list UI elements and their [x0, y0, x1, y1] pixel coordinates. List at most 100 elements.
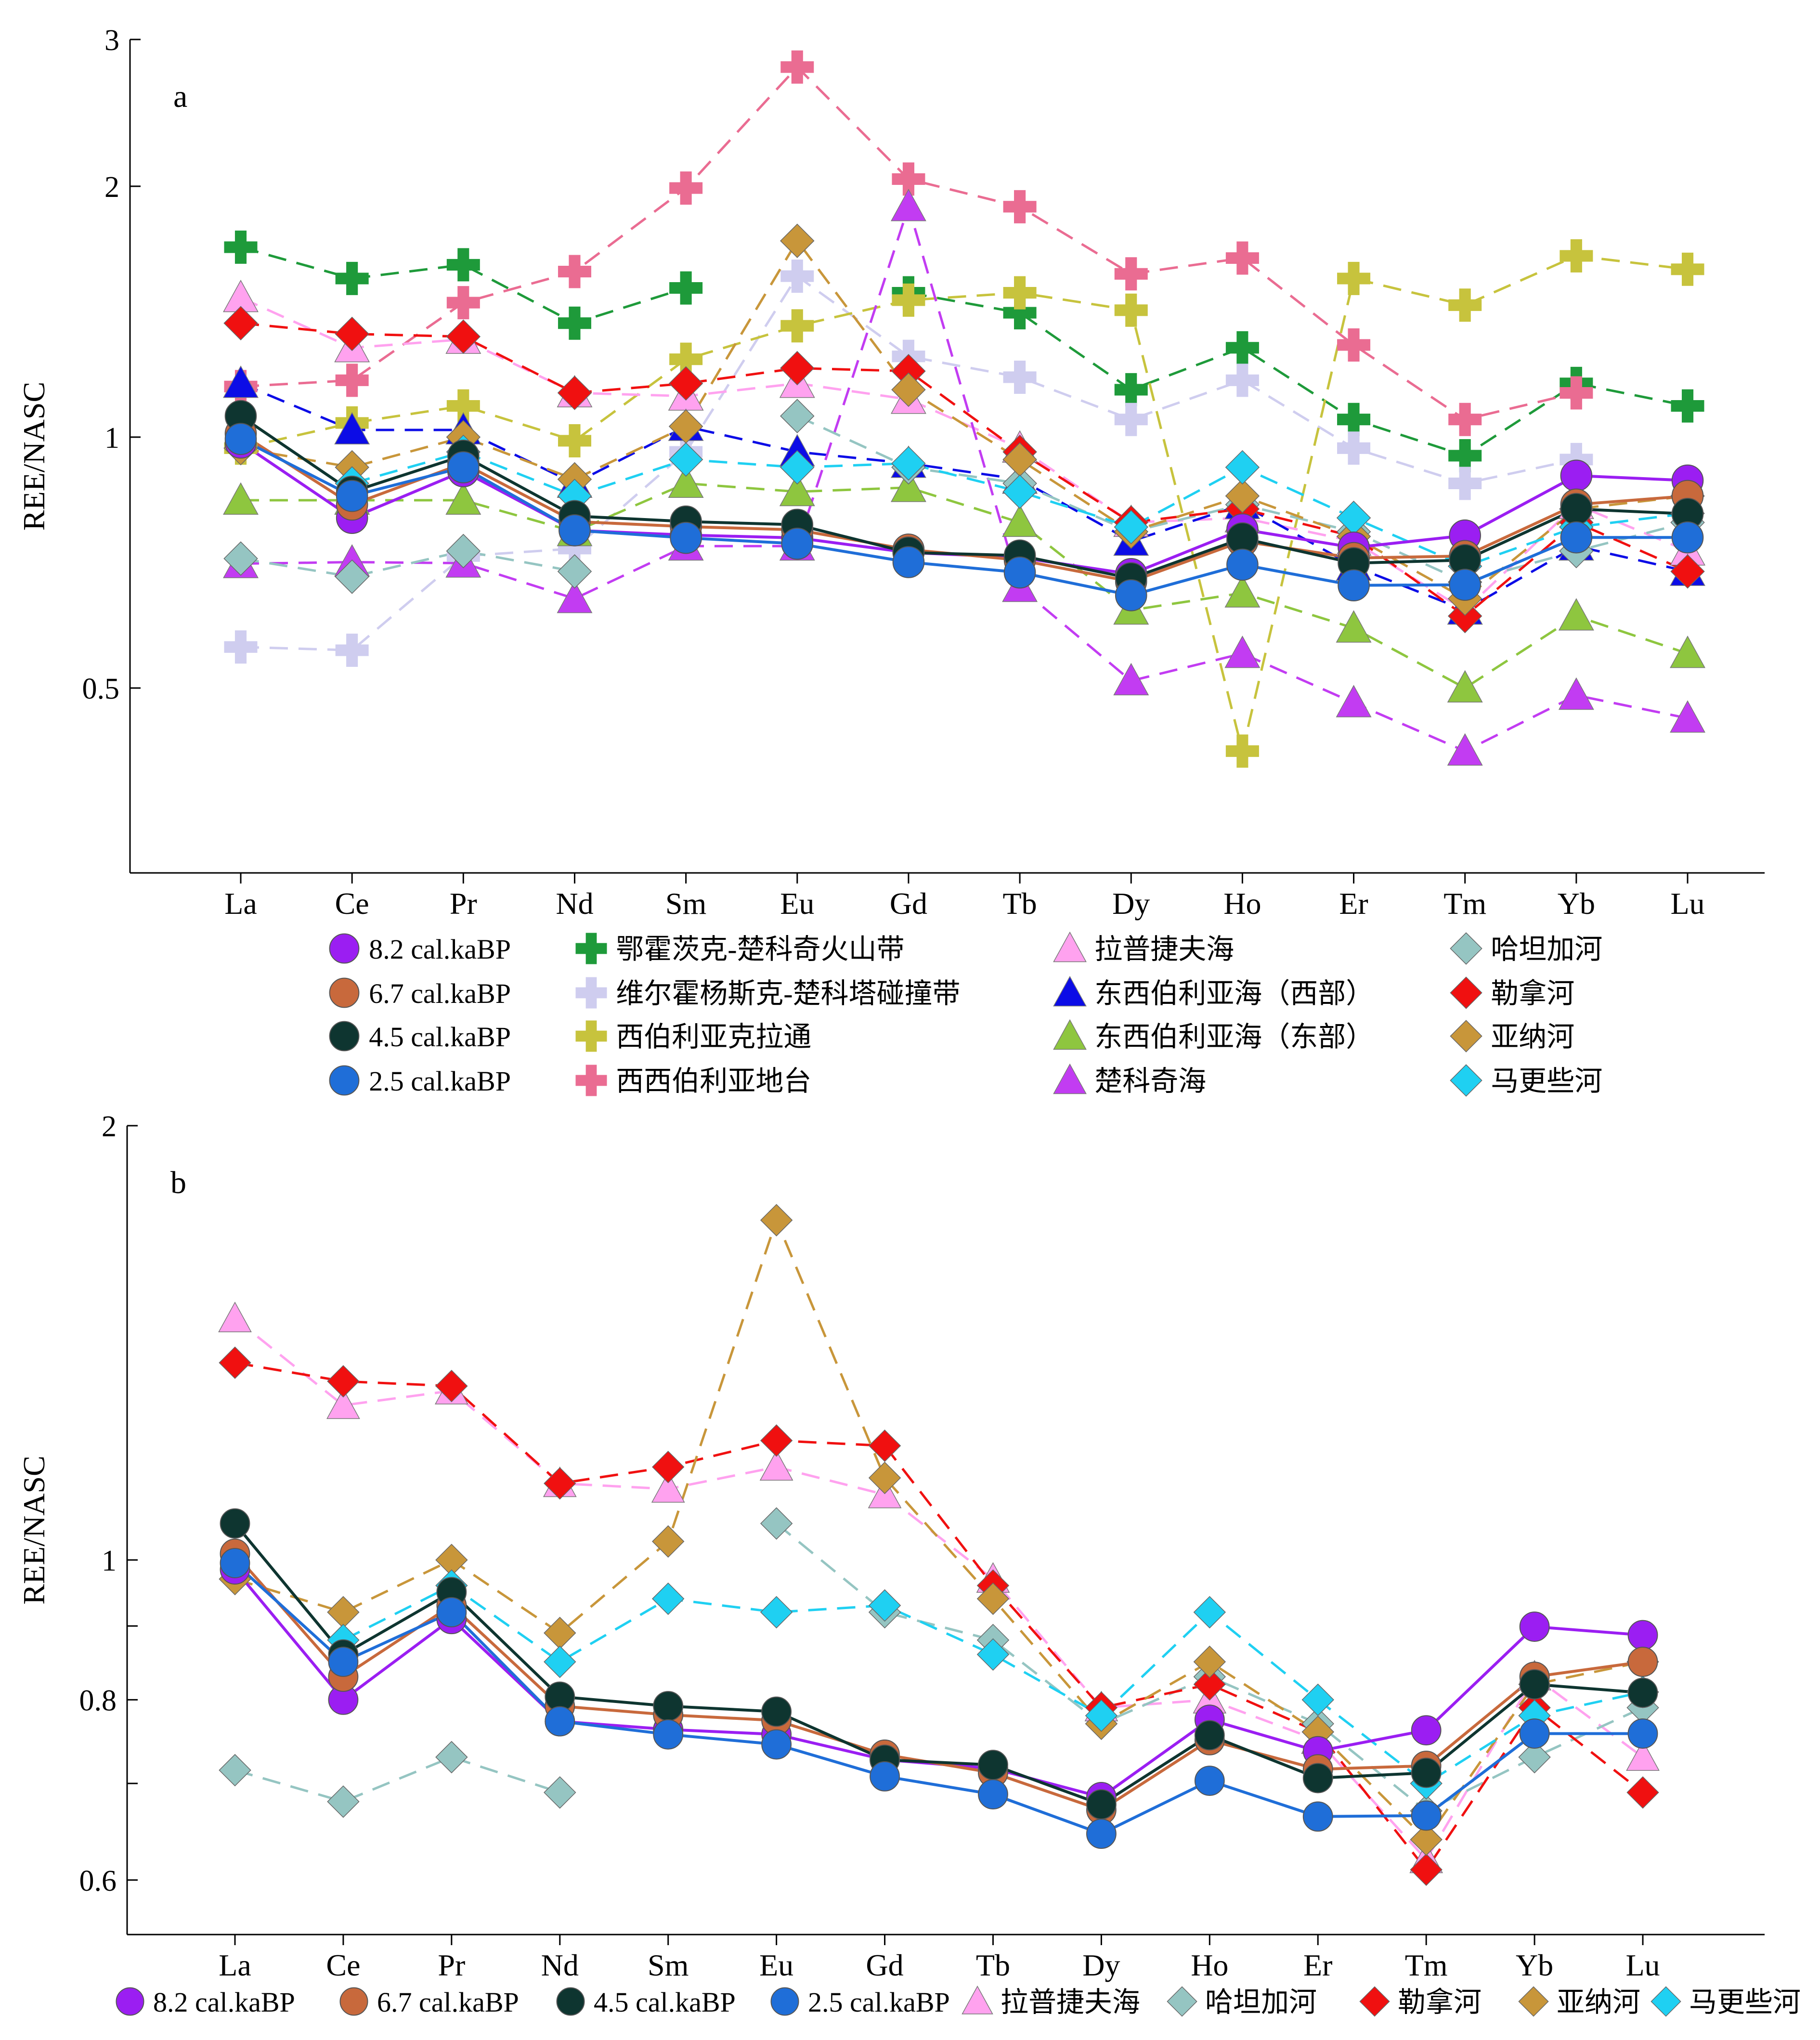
panel-a-point-西西伯利亚地台-pr: [446, 286, 480, 320]
panel-a-point-哈坦加河-nd: [557, 554, 592, 589]
panel-b-x-tick-label-la: La: [219, 1948, 251, 1982]
panel-b-series-4-5-cal-kabp: [234, 1522, 1643, 1806]
panel-a-series-line-鄂霍茨克-楚科奇火山带: [908, 291, 1688, 457]
legend-a-西伯利亚克拉通-label: 西伯利亚克拉通: [616, 1021, 811, 1052]
panel-b-markers-拉普捷夫海: [218, 1301, 1660, 1873]
legend-a-哈坦加河-swatch: [1450, 932, 1482, 965]
legend-a-维尔霍杨斯克-楚科塔碰撞带-swatch: [575, 977, 607, 1009]
panel-b-point-哈坦加河-pr: [435, 1741, 468, 1774]
panel-b-point-亚纳河-ce: [327, 1596, 360, 1629]
panel-a-point-2-5-cal-kabp-nd: [559, 514, 591, 546]
panel-a-point-2-5-cal-kabp-sm: [670, 521, 702, 554]
panel-a-x-tick-label-la: La: [224, 886, 257, 921]
panel-a-point-鄂霍茨克-楚科奇火山带-sm: [669, 271, 703, 305]
panel-b-point-勒拿河-ho: [1193, 1668, 1226, 1701]
panel-b-point-2-5-cal-kabp-tm: [1411, 1800, 1442, 1831]
panel-b-point-勒拿河-eu: [760, 1424, 793, 1457]
legend-b-2-5-cal-kabp-swatch: [770, 1987, 799, 2016]
panel-a-point-西西伯利亚地台-eu: [780, 50, 814, 84]
panel-a-series-楚科奇海: [240, 202, 1688, 753]
legend-a-西西伯利亚地台-label: 西西伯利亚地台: [616, 1065, 811, 1097]
panel-a-markers-东西伯利亚海-东部: [223, 465, 1705, 703]
panel-a-series-line-东西伯利亚海-西部: [240, 382, 1688, 612]
panel-a-point-亚纳河-gd: [891, 372, 926, 407]
panel-a-y-tick-label: 1: [104, 422, 119, 455]
panel-b-series-line-哈坦加河: [234, 1755, 560, 1803]
legend-a-东西伯利亚海-西部-swatch: [1053, 975, 1087, 1007]
panel-a-point-西西伯利亚地台-gd: [892, 162, 925, 196]
legend-b-马更些河-swatch: [1651, 1986, 1681, 2017]
panel-a-y-axis-label: REE/NASC: [17, 382, 51, 531]
panel-b-x-tick-label-tb: Tb: [976, 1948, 1010, 1982]
panel-a-y-tick-label: 0.5: [82, 673, 120, 705]
panel-b-series-亚纳河: [234, 1217, 1643, 1842]
panel-a-point-鄂霍茨克-楚科奇火山带-la: [224, 230, 258, 264]
panel-b-panel-label: b: [170, 1165, 186, 1200]
legend-b-8-2-cal-kabp-swatch: [116, 1987, 144, 2016]
panel-a-x-tick-label-nd: Nd: [556, 886, 593, 921]
panel-a-point-勒拿河-tm: [1447, 598, 1482, 634]
panel-a-point-2-5-cal-kabp-eu: [781, 527, 814, 560]
panel-b-point-4-5-cal-kabp-er: [1302, 1763, 1333, 1793]
panel-a-point-哈坦加河-eu: [780, 399, 815, 433]
panel-a-point-西伯利亚克拉通-lu: [1671, 252, 1704, 286]
panel-b-point-勒拿河-tm: [1410, 1853, 1443, 1886]
panel-a-point-东西伯利亚海-东部-la: [223, 482, 259, 515]
panel-a-point-西西伯利亚地台-ce: [335, 364, 369, 397]
panel-a-x-tick-label-er: Er: [1339, 886, 1368, 921]
panel-a-point-鄂霍茨克-楚科奇火山带-er: [1337, 403, 1371, 436]
legend-b-8-2-cal-kabp-label: 8.2 cal.kaBP: [153, 1987, 295, 2018]
panel-a-point-2-5-cal-kabp-yb: [1560, 521, 1593, 554]
panel-a-point-东西伯利亚海-东部-pr: [445, 482, 481, 515]
panel-b-point-亚纳河-nd: [544, 1616, 576, 1650]
panel-b-point-2-5-cal-kabp-nd: [545, 1706, 575, 1737]
panel-b-series-line-4-5-cal-kabp: [234, 1522, 1643, 1806]
panel-a-x-tick-label-yb: Yb: [1558, 886, 1595, 921]
panel-a-point-楚科奇海-tm: [1447, 733, 1483, 766]
panel-b-x-tick-label-pr: Pr: [438, 1948, 465, 1982]
panel-a-point-维尔霍杨斯克-楚科塔碰撞带-ho: [1225, 364, 1259, 397]
legend-a-鄂霍茨克-楚科奇火山带-swatch: [575, 933, 607, 964]
panel-a-series-4-5-cal-kabp: [240, 415, 1688, 580]
panel-b-point-4-5-cal-kabp-la: [220, 1508, 250, 1539]
panel-b-x-tick-label-nd: Nd: [541, 1948, 579, 1982]
panel-a-point-楚科奇海-er: [1336, 685, 1372, 717]
legend-b-勒拿河-swatch: [1359, 1986, 1390, 2017]
panel-b-point-勒拿河-sm: [651, 1451, 685, 1483]
panel-a-series-line-东西伯利亚海-东部: [241, 482, 1688, 689]
panel-a-point-2-5-cal-kabp-ho: [1226, 548, 1259, 581]
legend-a-2-5-cal-kabp-label: 2.5 cal.kaBP: [369, 1065, 511, 1097]
panel-a-point-勒拿河-nd: [557, 376, 592, 410]
panel-a-x-tick-label-ho: Ho: [1223, 886, 1261, 921]
panel-a-point-东西伯利亚海-东部-tb: [1002, 504, 1038, 537]
panel-b-point-2-5-cal-kabp-ce: [328, 1647, 359, 1677]
panel-a-point-东西伯利亚海-东部-gd: [890, 469, 926, 502]
panel-a-point-楚科奇海-ho: [1224, 636, 1261, 668]
panel-a-point-西伯利亚克拉通-ho: [1225, 734, 1259, 768]
panel-b-series-line-2-5-cal-kabp: [234, 1562, 1643, 1835]
panel-a-point-鄂霍茨克-楚科奇火山带-nd: [558, 306, 591, 340]
panel-b-point-拉普捷夫海-ce: [326, 1388, 360, 1419]
panel-a-point-2-5-cal-kabp-tb: [1003, 556, 1036, 589]
panel-a-point-维尔霍杨斯克-楚科塔碰撞带-dy: [1114, 403, 1148, 436]
panel-a-series-line-2-5-cal-kabp: [240, 437, 1688, 597]
panel-a-point-亚纳河-ho: [1225, 479, 1260, 513]
panel-b-point-哈坦加河-yb: [1518, 1741, 1551, 1774]
panel-a-markers-西伯利亚克拉通: [224, 239, 1704, 768]
panel-b-point-4-5-cal-kabp-dy: [1086, 1789, 1117, 1820]
panel-a-series-西伯利亚克拉通: [240, 254, 1688, 752]
panel-b-point-4-5-cal-kabp-yb: [1519, 1669, 1550, 1700]
panel-b-x-tick-label-ce: Ce: [326, 1948, 360, 1982]
panel-b-point-拉普捷夫海-eu: [759, 1450, 793, 1481]
panel-b-point-4-5-cal-kabp-tm: [1411, 1757, 1442, 1788]
panel-b-point-马更些河-ho: [1193, 1596, 1226, 1629]
panel-b-markers-2-5-cal-kabp: [220, 1548, 1658, 1849]
legend-a-鄂霍茨克-楚科奇火山带-label: 鄂霍茨克-楚科奇火山带: [616, 934, 904, 965]
panel-b-point-勒拿河-pr: [435, 1370, 468, 1403]
panel-b-point-勒拿河-ce: [327, 1365, 360, 1398]
panel-a-point-东西伯利亚海-东部-yb: [1558, 598, 1594, 631]
panel-a-point-东西伯利亚海-东部-eu: [779, 474, 815, 507]
panel-a-series-line-西伯利亚克拉通: [240, 254, 1688, 752]
panel-a-point-鄂霍茨克-楚科奇火山带-pr: [446, 248, 480, 282]
